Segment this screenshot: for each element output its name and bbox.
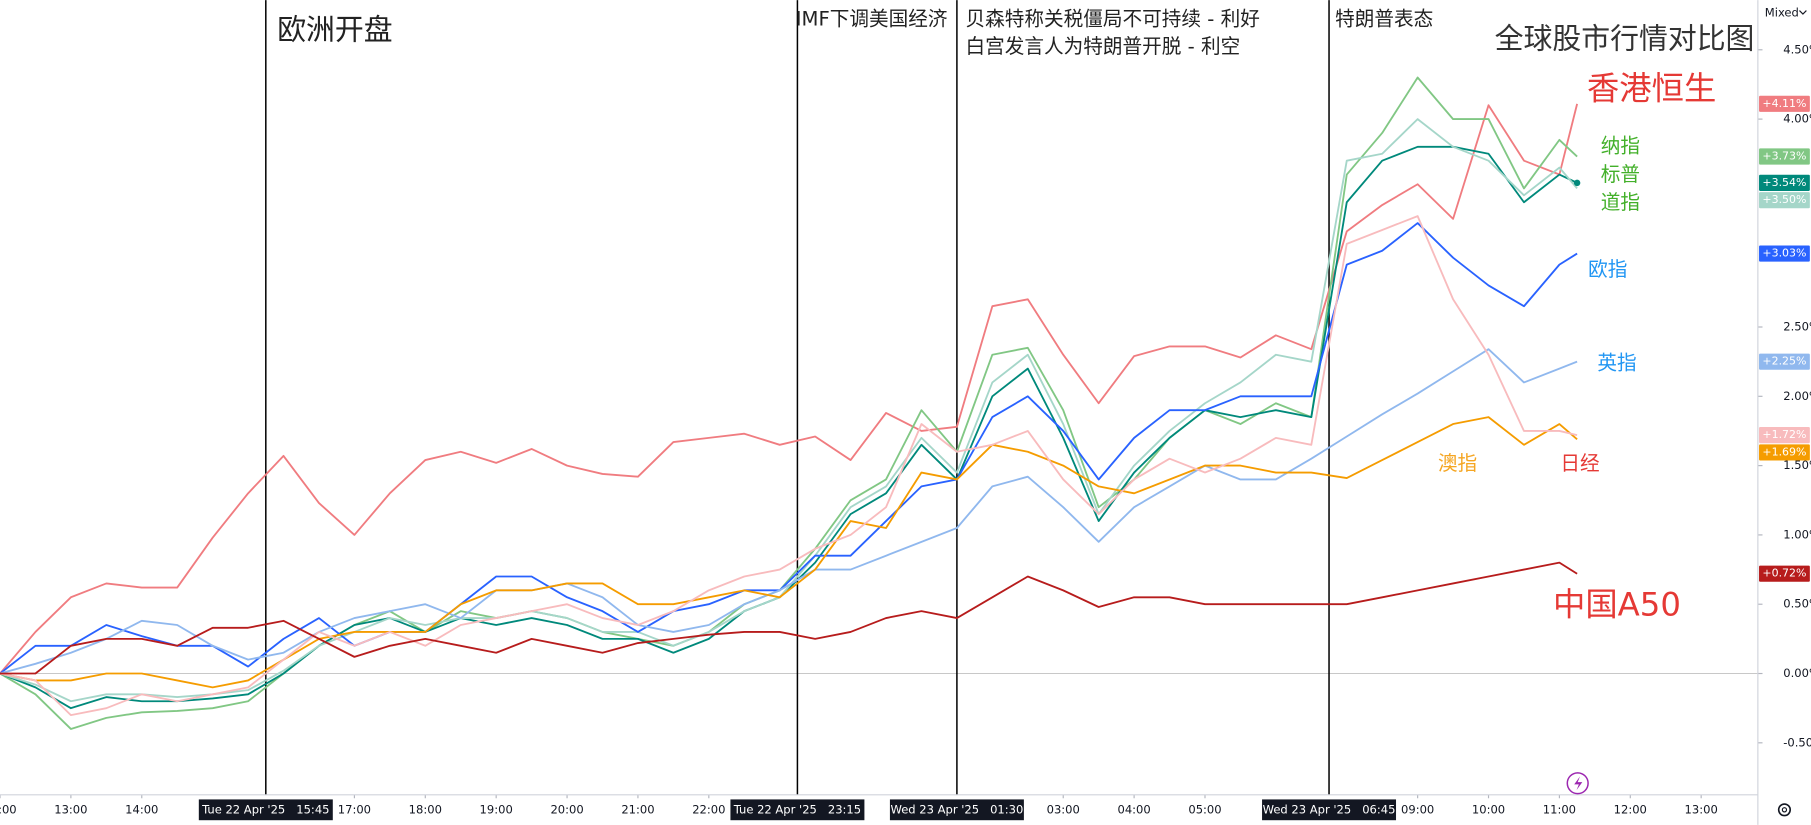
end-badge: [1759, 95, 1810, 112]
end-badge: [1759, 565, 1810, 582]
x-tick-label: 17:00: [338, 802, 371, 816]
chart-title: 全球股市行情对比图: [1495, 22, 1755, 56]
series-line: [0, 416, 1578, 689]
series-name: 澳指: [1438, 452, 1477, 475]
x-tick-label: 05:00: [1188, 802, 1221, 816]
y-tick-label: 0.00%: [1783, 666, 1811, 680]
lightning-icon[interactable]: [1566, 772, 1589, 795]
end-badge-label: +1.72%: [1762, 428, 1806, 441]
x-tick-label: 13:00: [1685, 802, 1718, 816]
event-label-bg: [1262, 799, 1397, 821]
end-badge: [1759, 444, 1810, 461]
end-badge-label: +3.50%: [1762, 193, 1806, 206]
y-tick-label: -0.50%: [1783, 735, 1811, 749]
event-label-bg: [198, 799, 333, 821]
x-tick-label: 20:00: [550, 802, 583, 816]
end-badge-label: +2.25%: [1762, 355, 1806, 368]
end-badge: [1759, 245, 1810, 262]
y-tick-label: 2.00%: [1783, 389, 1811, 403]
x-tick-label: 11:00: [1543, 802, 1576, 816]
series-name: 欧指: [1588, 258, 1627, 281]
y-tick-label: 4.00%: [1783, 112, 1811, 126]
event-label: Wed 23 Apr '25 01:30: [890, 802, 1023, 816]
x-tick-label: 22:00: [692, 802, 725, 816]
series-line: [0, 348, 1578, 675]
annotation: 贝森特称关税僵局不可持续 - 利好: [966, 7, 1260, 30]
series-line: [0, 561, 1578, 675]
event-label: Tue 22 Apr '25 23:15: [733, 802, 861, 816]
series-name: 香港恒生: [1587, 69, 1716, 107]
series-name: 英指: [1597, 351, 1636, 374]
series-line: [0, 76, 1578, 730]
scale-mode[interactable]: Mixed: [1765, 5, 1799, 19]
series-name: 标普: [1601, 163, 1640, 186]
event-label: Tue 22 Apr '25 15:45: [201, 802, 329, 816]
series-line: [0, 118, 1578, 703]
event-label: Wed 23 Apr '25 06:45: [1263, 802, 1396, 816]
end-badge-label: +3.73%: [1762, 150, 1806, 163]
end-badge-label: +0.72%: [1762, 567, 1806, 580]
annotation: 特朗普表态: [1335, 7, 1433, 30]
annotation: 欧洲开盘: [277, 12, 392, 46]
end-badge: [1759, 192, 1810, 209]
y-tick-label: 0.50%: [1783, 597, 1811, 611]
overlay-layer: -0.50% 0.00% 0.50% 1.00% 1.50% 2.00% 2.50% 4.00…: [0, 42, 1811, 821]
x-tick-label: 13:00: [54, 802, 87, 816]
x-tick-label: 12:00: [1614, 802, 1647, 816]
event-label-bg: [730, 799, 865, 821]
end-badge: [1759, 148, 1810, 165]
x-tick-label: 14:00: [125, 802, 158, 816]
annotation: IMF下调美国经济: [796, 7, 948, 30]
scale-mode-button[interactable]: Mixed: [1765, 5, 1807, 19]
end-badge: [1759, 427, 1810, 444]
x-tick-label: 09:00: [1401, 802, 1434, 816]
end-badge-label: +3.54%: [1762, 176, 1806, 189]
settings-icon[interactable]: [1777, 803, 1792, 817]
icon-ring: [1566, 772, 1589, 795]
end-badge-label: +4.11%: [1762, 97, 1806, 110]
x-tick-label: 18:00: [409, 802, 442, 816]
dropdown-caret: [1799, 10, 1807, 15]
x-tick-label: 19:00: [480, 802, 513, 816]
icon-bolt: [1574, 776, 1583, 791]
x-tick-label: 04:00: [1117, 802, 1150, 816]
y-tick-label: 1.50%: [1783, 458, 1811, 472]
series-name: 中国A50: [1553, 586, 1681, 624]
series-name: 纳指: [1601, 134, 1640, 157]
lines-layer: [0, 76, 1581, 730]
end-dot: [1573, 179, 1581, 187]
gear: [1777, 803, 1792, 817]
end-badge: [1759, 174, 1810, 191]
series-name: 日经: [1560, 452, 1599, 475]
series-line: [0, 215, 1578, 717]
x-tick-label: 03:00: [1047, 802, 1080, 816]
series-line: [0, 222, 1578, 675]
end-badge-label: +3.03%: [1762, 247, 1806, 260]
x-tick-label: 21:00: [621, 802, 654, 816]
annotation: 白宫发言人为特朗普开脱 - 利空: [966, 35, 1241, 58]
x-tick-label: 10:00: [1472, 802, 1505, 816]
event-label-bg: [889, 799, 1024, 821]
end-badge: [1759, 353, 1810, 370]
y-tick-label: 4.50%: [1783, 42, 1811, 56]
x-tick-label: 12:00: [0, 802, 17, 816]
gear-hub: [1781, 807, 1788, 813]
grid-layer: [0, 0, 1758, 795]
y-tick-label: 1.00%: [1783, 527, 1811, 541]
series-name: 道指: [1601, 191, 1640, 214]
end-badge-label: +1.69%: [1762, 445, 1806, 458]
y-tick-label: 2.50%: [1783, 320, 1811, 334]
